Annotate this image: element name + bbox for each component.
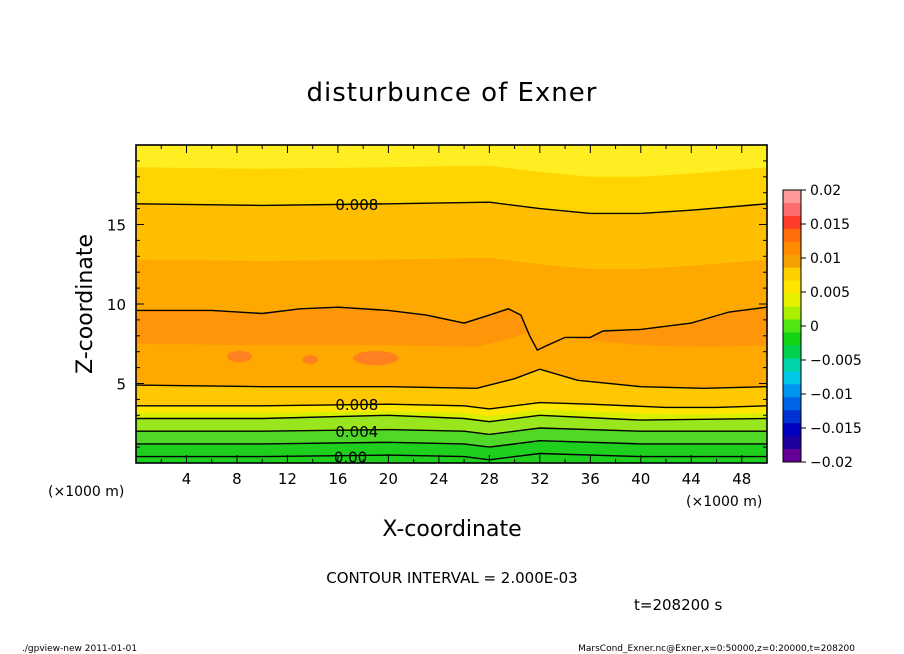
max-patch (353, 350, 399, 366)
colorbar-segment (783, 423, 801, 437)
colorbar-segment (783, 254, 801, 269)
colorbar-segment (783, 319, 801, 333)
colorbar-segment (783, 410, 801, 424)
colorbar-segment (783, 332, 801, 346)
x-tick-label: 48 (732, 470, 751, 488)
colorbar-tick-label: 0.01 (810, 251, 841, 267)
colorbar-segment (783, 190, 801, 204)
contour-label: 0.008 (335, 396, 378, 414)
colorbar-segment (783, 267, 801, 282)
x-tick-label: 40 (631, 470, 650, 488)
contour-labels: 0.008 0.008 0.004 0.00 (334, 196, 378, 467)
contour-lines (136, 201, 767, 461)
x-unit-left: (×1000 m) (48, 484, 124, 500)
contour-interval-text: CONTOUR INTERVAL = 2.000E-03 (326, 569, 577, 587)
x-tick-label: 4 (182, 470, 192, 488)
contour-line (136, 201, 767, 215)
x-tick-label: 32 (530, 470, 549, 488)
colorbar-segment (783, 345, 801, 359)
x-tick-label: 36 (581, 470, 600, 488)
footer-left: ./gpview-new 2011-01-01 (22, 644, 137, 654)
max-patch (226, 350, 253, 363)
contour-line (136, 439, 767, 448)
colorbar-segment (783, 228, 801, 243)
x-tick-label: 44 (682, 470, 701, 488)
colorbar-tick-label: −0.005 (810, 353, 862, 369)
colorbar-segment (783, 306, 801, 321)
contour-line (136, 306, 767, 352)
contour-band (136, 453, 767, 463)
colorbar-segment (783, 397, 801, 411)
y-tick-label: 15 (107, 217, 126, 235)
colorbar-tick-label: 0 (810, 319, 819, 335)
x-tick-label: 28 (480, 470, 499, 488)
colorbar-segment (783, 358, 801, 372)
colorbar (782, 189, 802, 463)
colorbar-tick-label: −0.01 (810, 387, 853, 403)
x-axis-label: X-coordinate (382, 517, 521, 542)
colorbar-tick-label: 0.02 (810, 183, 841, 199)
x-unit-right: (×1000 m) (686, 494, 762, 510)
footer-right: MarsCond_Exner.nc@Exner,x=0:50000,z=0:20… (578, 644, 855, 654)
colorbar-segment (783, 293, 801, 308)
contour-label: 0.008 (335, 196, 378, 214)
y-axis-label: Z-coordinate (73, 234, 98, 374)
contour-line (136, 368, 767, 390)
y-tick-label: 10 (107, 296, 126, 314)
colorbar-segment (783, 371, 801, 385)
colorbar-segment (783, 280, 801, 295)
plot-area: 0.008 0.008 0.004 0.00 (136, 145, 767, 467)
contour-line (136, 414, 767, 423)
colorbar-tick-label: −0.02 (810, 455, 853, 471)
x-tick-label: 24 (429, 470, 448, 488)
x-tick-label: 20 (379, 470, 398, 488)
chart-title: disturbunce of Exner (307, 78, 598, 108)
contour-label: 0.00 (334, 449, 367, 467)
colorbar-segment (783, 215, 801, 230)
contour-line (136, 427, 767, 436)
colorbar-segment (783, 436, 801, 450)
contour-label: 0.004 (335, 423, 378, 441)
x-tick-label: 16 (328, 470, 347, 488)
colorbar-segment (783, 241, 801, 256)
colorbar-tick-label: 0.005 (810, 285, 850, 301)
colorbar-segment (783, 202, 801, 217)
x-tick-label: 12 (278, 470, 297, 488)
max-patch (302, 355, 318, 365)
time-text: t=208200 s (634, 596, 722, 614)
colorbar-segment (783, 384, 801, 398)
x-tick-label: 8 (232, 470, 242, 488)
colorbar-tick-label: 0.015 (810, 217, 850, 233)
colorbar-segment (783, 449, 801, 463)
contour-line (136, 452, 767, 461)
colorbar-tick-label: −0.015 (810, 421, 862, 437)
colorbar-ticks: 0.02 0.015 0.01 0.005 0 −0.005 −0.01 −0.015 −0.0… (801, 183, 862, 471)
contour-line (136, 401, 767, 410)
x-axis-ticks: 4 8 12 16 20 24 28 32 36 40 44 48 (135, 145, 768, 488)
y-tick-label: 5 (116, 376, 126, 394)
y-axis-ticks: 5 10 15 (107, 144, 767, 464)
